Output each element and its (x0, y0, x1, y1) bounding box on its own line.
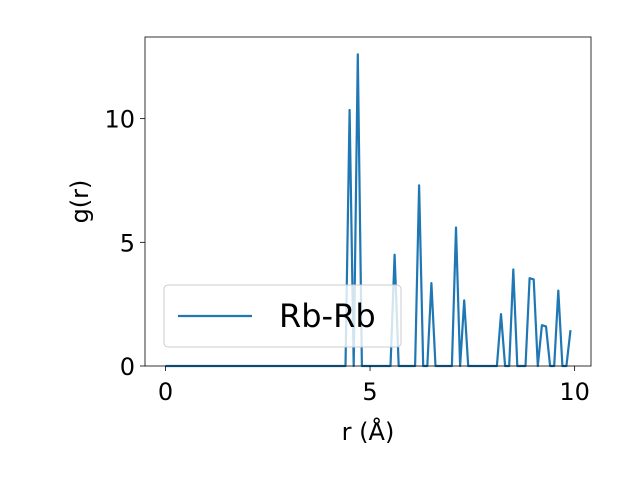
axes-frame (144, 36, 592, 367)
x-tick-label-1: 5 (362, 378, 377, 406)
legend-box (163, 284, 402, 348)
legend-label-0: Rb-Rb (279, 297, 376, 335)
axis-ticks: 0 5 10 0 5 10 (104, 106, 589, 406)
legend: Rb-Rb (163, 284, 402, 348)
y-tick-label-2: 10 (104, 106, 135, 134)
y-tick-label-1: 5 (120, 229, 135, 257)
x-tick-label-0: 0 (158, 378, 173, 406)
y-axis-label: g(r) (66, 180, 94, 224)
y-tick-label-0: 0 (120, 353, 135, 381)
x-axis-label: r (Å) (342, 417, 395, 446)
x-tick-label-2: 10 (559, 378, 590, 406)
